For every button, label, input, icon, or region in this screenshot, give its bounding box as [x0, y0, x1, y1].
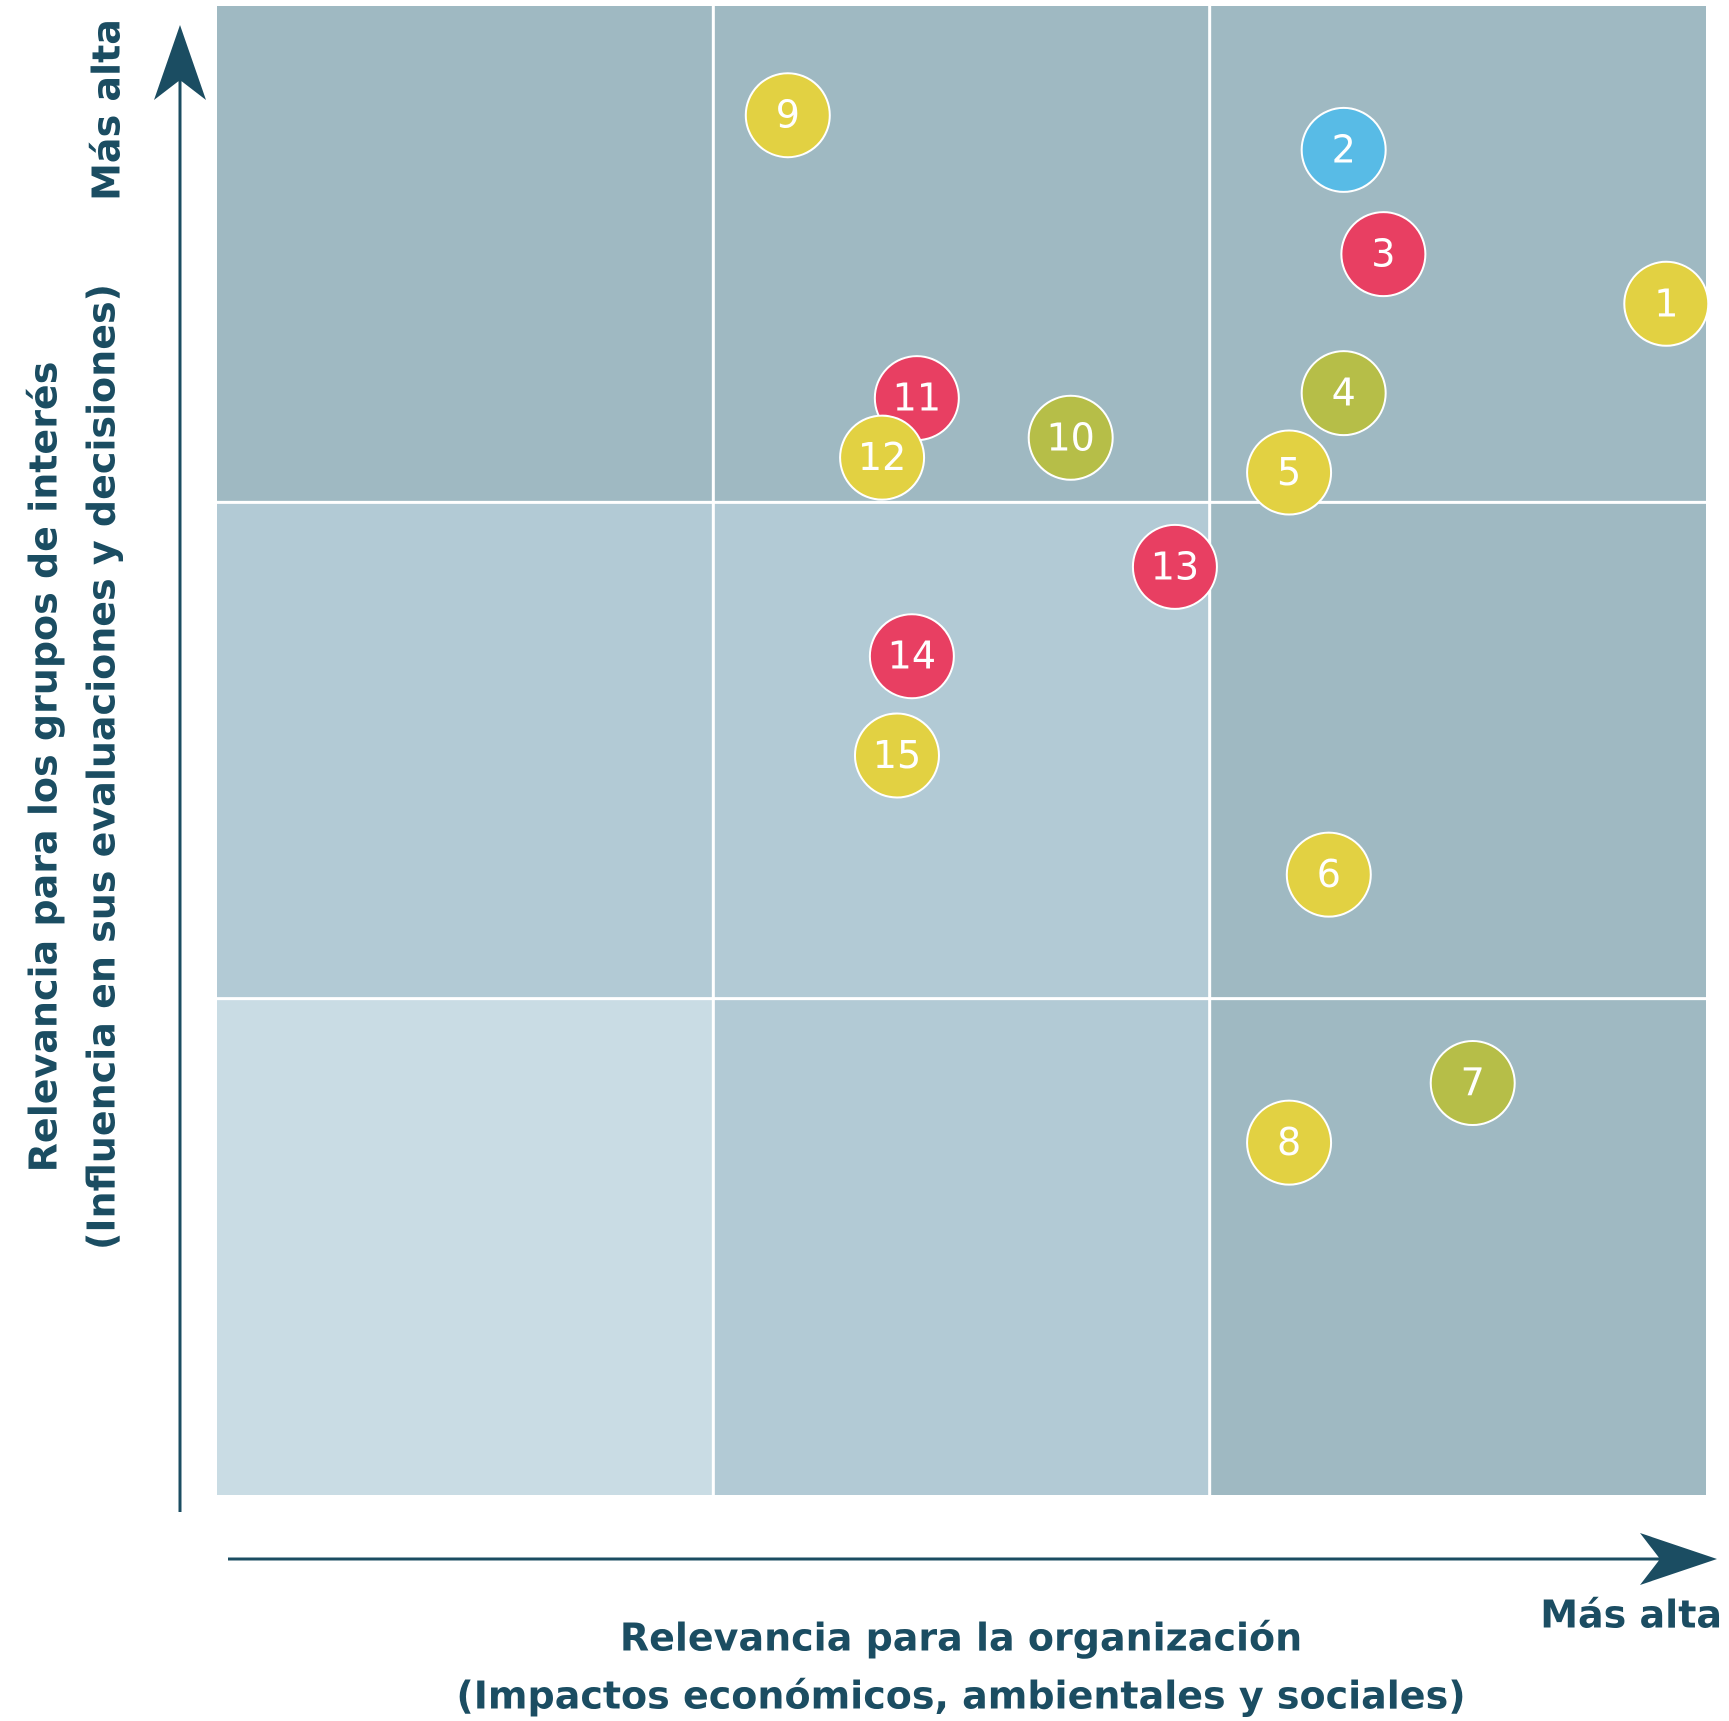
point: [1027, 394, 1114, 481]
point: [1246, 429, 1333, 516]
point: [1285, 831, 1372, 918]
matrix-cell: [217, 502, 714, 999]
point: [1340, 211, 1427, 298]
point: [744, 72, 831, 159]
y-axis-label: (Influencia en sus evaluaciones y decisi…: [80, 284, 124, 1250]
point-label: 14: [888, 634, 936, 678]
point-label: 1: [1654, 281, 1678, 325]
point-label: 15: [873, 733, 921, 777]
matrix-cell: [713, 998, 1210, 1495]
x-axis-label: Relevancia para la organización: [620, 1616, 1302, 1660]
point: [1429, 1040, 1516, 1127]
point-label: 2: [1332, 127, 1356, 171]
point-label: 10: [1047, 415, 1095, 459]
point: [1300, 106, 1387, 193]
point-label: 4: [1332, 371, 1356, 415]
point-label: 8: [1277, 1120, 1301, 1164]
matrix-cell: [217, 998, 714, 1495]
y-axis-label: Relevancia para los grupos de interés: [22, 362, 66, 1173]
point-label: 7: [1461, 1061, 1485, 1105]
x-axis-arrow: [1640, 1533, 1717, 1585]
x-high-label: Más alta: [1540, 1593, 1722, 1637]
point-label: 6: [1317, 852, 1341, 896]
point: [839, 414, 926, 501]
point-label: 12: [858, 435, 906, 479]
point-label: 3: [1371, 232, 1395, 276]
point-label: 11: [893, 376, 941, 420]
point: [1131, 523, 1218, 610]
point: [1300, 350, 1387, 437]
point: [853, 712, 940, 799]
point-label: 13: [1151, 544, 1199, 588]
point: [1623, 260, 1710, 347]
matrix-cell: [1209, 502, 1706, 999]
matrix-lines: [217, 6, 1706, 1495]
matrix-cell: [713, 502, 1210, 999]
y-axis-arrow: [154, 25, 206, 100]
point: [1246, 1099, 1333, 1186]
matrix-cell: [217, 6, 714, 503]
point-label: 5: [1277, 450, 1301, 494]
point: [868, 613, 955, 700]
matrix-cell: [1209, 6, 1706, 503]
matrix-background: [217, 6, 1706, 1495]
point-label: 9: [776, 93, 800, 137]
x-axis-label: (Impactos económicos, ambientales y soci…: [456, 1674, 1465, 1718]
y-high-label: Más alta: [85, 19, 129, 201]
